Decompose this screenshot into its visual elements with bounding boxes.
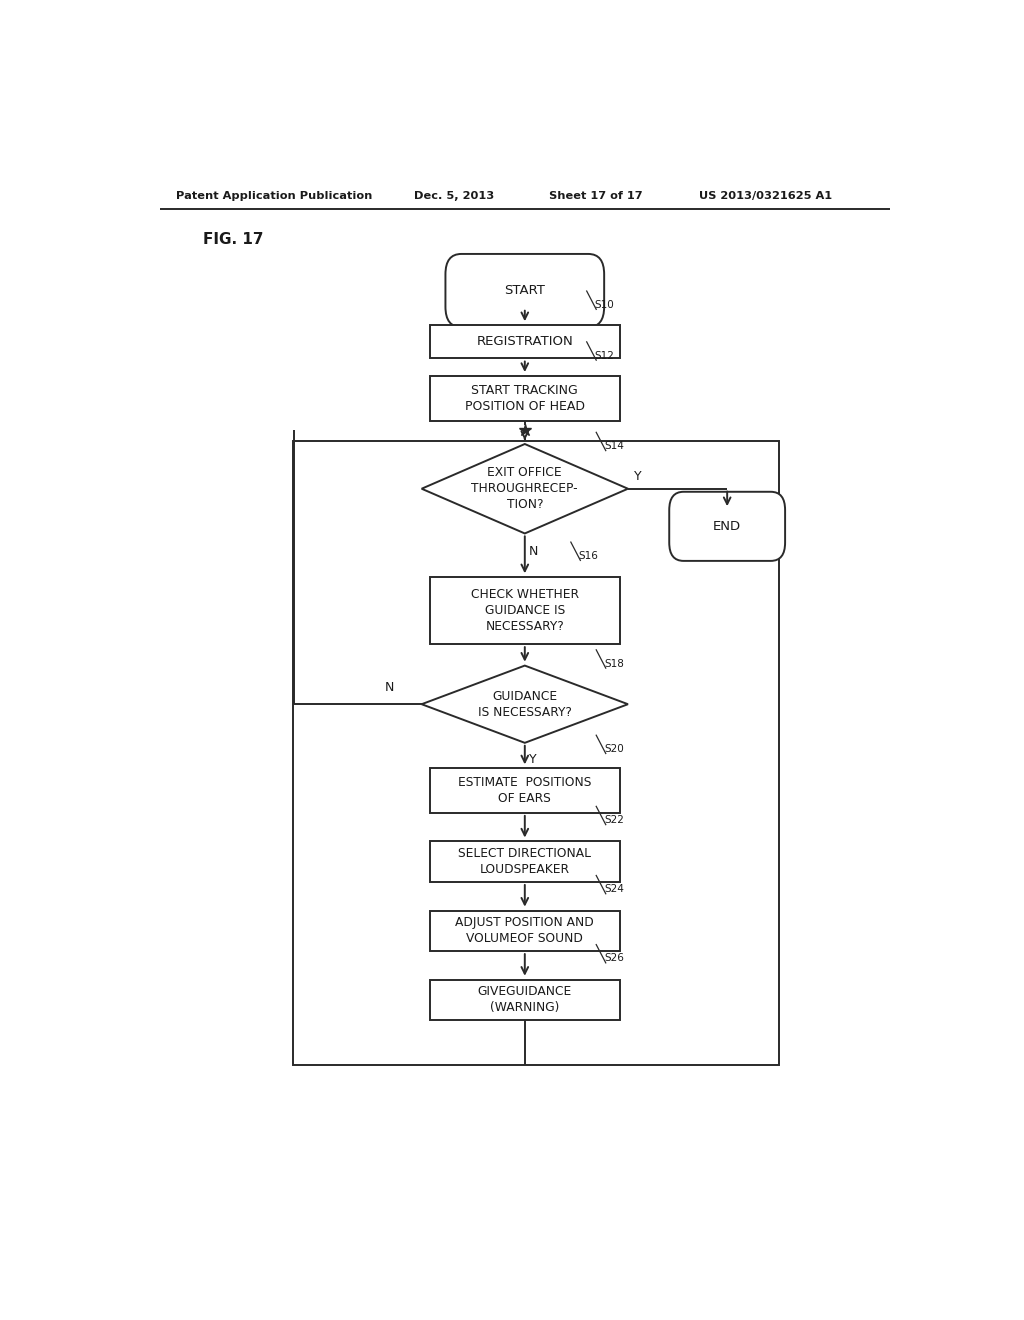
FancyBboxPatch shape <box>670 492 785 561</box>
Text: S26: S26 <box>604 953 624 964</box>
Bar <box>430 841 621 882</box>
Bar <box>430 376 621 421</box>
Text: S18: S18 <box>604 659 624 668</box>
Bar <box>430 911 621 952</box>
Text: N: N <box>528 545 539 558</box>
Text: S22: S22 <box>604 814 624 825</box>
Text: Sheet 17 of 17: Sheet 17 of 17 <box>549 191 642 201</box>
Text: CHECK WHETHER
GUIDANCE IS
NECESSARY?: CHECK WHETHER GUIDANCE IS NECESSARY? <box>471 589 579 634</box>
Bar <box>430 768 621 813</box>
Text: REGISTRATION: REGISTRATION <box>476 335 573 348</box>
Text: Y: Y <box>634 470 642 483</box>
Text: ESTIMATE  POSITIONS
OF EARS: ESTIMATE POSITIONS OF EARS <box>458 776 592 805</box>
Bar <box>430 577 621 644</box>
Text: S16: S16 <box>579 550 599 561</box>
Text: Dec. 5, 2013: Dec. 5, 2013 <box>414 191 494 201</box>
Text: START: START <box>505 284 545 297</box>
Polygon shape <box>422 665 628 743</box>
Bar <box>430 325 621 358</box>
Bar <box>293 441 778 1065</box>
Text: S20: S20 <box>604 744 624 754</box>
Text: ADJUST POSITION AND
VOLUMEOF SOUND: ADJUST POSITION AND VOLUMEOF SOUND <box>456 916 594 945</box>
Text: END: END <box>713 520 741 533</box>
Text: EXIT OFFICE
THROUGHRECEP-
TION?: EXIT OFFICE THROUGHRECEP- TION? <box>471 466 579 511</box>
Text: GUIDANCE
IS NECESSARY?: GUIDANCE IS NECESSARY? <box>478 690 571 718</box>
Text: S12: S12 <box>595 351 614 360</box>
Text: FIG. 17: FIG. 17 <box>204 232 264 247</box>
Text: SELECT DIRECTIONAL
LOUDSPEAKER: SELECT DIRECTIONAL LOUDSPEAKER <box>459 847 591 876</box>
Text: Y: Y <box>528 752 537 766</box>
Text: N: N <box>385 681 394 694</box>
Polygon shape <box>422 444 628 533</box>
Text: START TRACKING
POSITION OF HEAD: START TRACKING POSITION OF HEAD <box>465 384 585 413</box>
Text: S14: S14 <box>604 441 624 451</box>
Text: GIVEGUIDANCE
(WARNING): GIVEGUIDANCE (WARNING) <box>477 986 572 1015</box>
Text: S10: S10 <box>595 300 614 310</box>
FancyBboxPatch shape <box>445 253 604 327</box>
Text: US 2013/0321625 A1: US 2013/0321625 A1 <box>699 191 833 201</box>
Bar <box>430 979 621 1020</box>
Text: Patent Application Publication: Patent Application Publication <box>176 191 372 201</box>
Text: S24: S24 <box>604 884 624 894</box>
